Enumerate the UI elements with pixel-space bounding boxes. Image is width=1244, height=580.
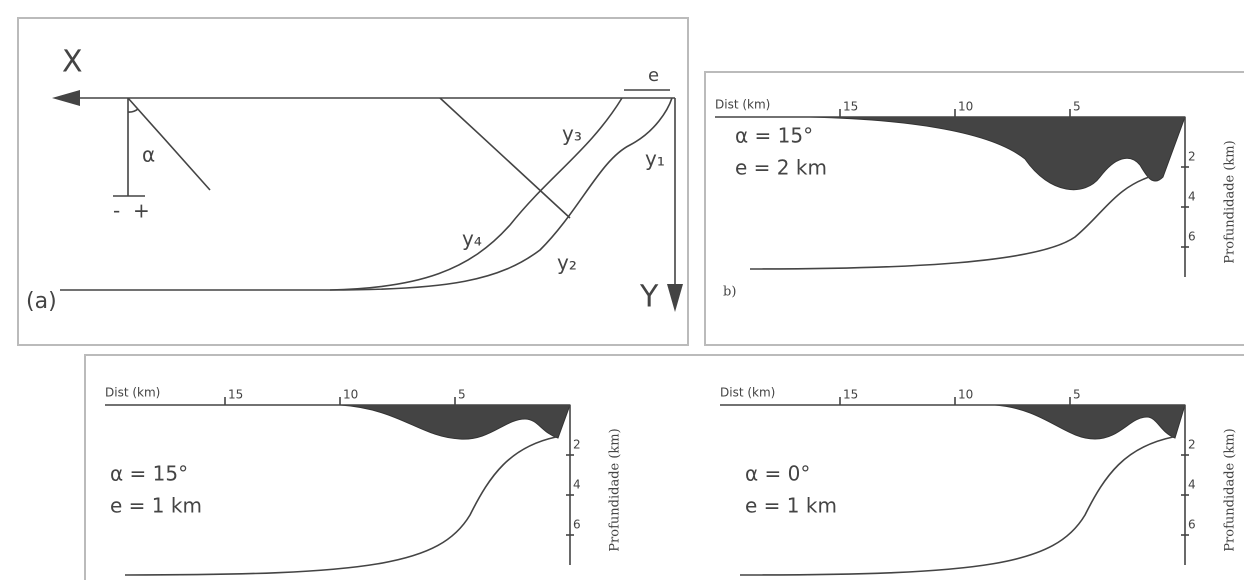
sediment-fill — [995, 405, 1185, 439]
panel-frame — [18, 18, 688, 345]
figure: X Y e α - + y₃ y₁ y₄ y₂ (a) Dist (km) 15 1… — [0, 0, 1244, 580]
minus-label: - — [113, 199, 120, 223]
curve-label: y₁ — [645, 147, 665, 171]
curve-y1 — [330, 98, 672, 290]
depth-label: Profundidade (km) — [608, 428, 623, 551]
profile-panel: Dist (km) 15 10 5 2 4 6 Profundidade (km) α = 15… — [105, 386, 623, 576]
depth-tick-label: 6 — [1188, 518, 1196, 532]
profiles: Dist (km) 15 10 5 2 4 6 Profundidade (km) α = 15… — [105, 98, 1238, 576]
panel-a: X Y e α - + y₃ y₁ y₄ y₂ (a) — [18, 18, 688, 345]
offset-label: e — [648, 65, 659, 86]
dip-line — [128, 98, 210, 190]
sediment-fill — [340, 405, 570, 439]
x-axis-label: X — [62, 45, 83, 80]
alpha-param: α = 0° — [745, 462, 810, 486]
curve-y3 — [60, 98, 622, 290]
dist-tick-label: 5 — [458, 388, 466, 402]
depth-tick-label: 2 — [1188, 150, 1196, 164]
dist-tick-label: 10 — [958, 100, 973, 114]
depth-tick-label: 4 — [1188, 190, 1196, 204]
curve-label: y₃ — [562, 122, 582, 146]
panel-label: b) — [723, 285, 736, 300]
depth-tick-label: 2 — [1188, 438, 1196, 452]
dist-label: Dist (km) — [105, 386, 160, 400]
depth-label: Profundidade (km) — [1223, 140, 1238, 263]
dist-tick-label: 10 — [958, 388, 973, 402]
alpha-param: α = 15° — [735, 124, 813, 148]
depth-label: Profundidade (km) — [1223, 428, 1238, 551]
dist-tick-label: 10 — [343, 388, 358, 402]
panel-label: (a) — [26, 289, 57, 314]
panel-frame — [85, 355, 1244, 580]
y-axis-label: Y — [639, 280, 659, 315]
depth-tick-label: 4 — [573, 478, 581, 492]
depth-tick-label: 2 — [573, 438, 581, 452]
profile-panel: Dist (km) 15 10 5 2 4 6 Profundidade (km) α = 0°… — [720, 386, 1238, 576]
curve-label: y₄ — [462, 227, 482, 251]
alpha-param: α = 15° — [110, 462, 188, 486]
curve-label: y₂ — [557, 251, 577, 275]
profile-panel: Dist (km) 15 10 5 2 4 6 Profundidade (km) α = 15… — [715, 98, 1238, 300]
depth-tick-label: 4 — [1188, 478, 1196, 492]
dist-tick-label: 15 — [228, 388, 243, 402]
dist-tick-label: 5 — [1073, 100, 1081, 114]
basement-line — [750, 175, 1155, 269]
angle-label: α — [142, 143, 155, 167]
dist-label: Dist (km) — [715, 98, 770, 112]
dist-tick-label: 15 — [843, 100, 858, 114]
e-param: e = 1 km — [745, 494, 837, 518]
ray — [440, 98, 570, 218]
depth-tick-label: 6 — [573, 518, 581, 532]
arrow-head — [667, 284, 683, 312]
e-param: e = 2 km — [735, 156, 827, 180]
angle-arc — [128, 109, 138, 112]
e-param: e = 1 km — [110, 494, 202, 518]
arrow-head — [52, 90, 80, 106]
dist-tick-label: 15 — [843, 388, 858, 402]
plus-label: + — [133, 199, 150, 223]
panel-frame — [705, 72, 1244, 345]
dist-tick-label: 5 — [1073, 388, 1081, 402]
depth-tick-label: 6 — [1188, 230, 1196, 244]
dist-label: Dist (km) — [720, 386, 775, 400]
sediment-fill — [810, 117, 1185, 190]
